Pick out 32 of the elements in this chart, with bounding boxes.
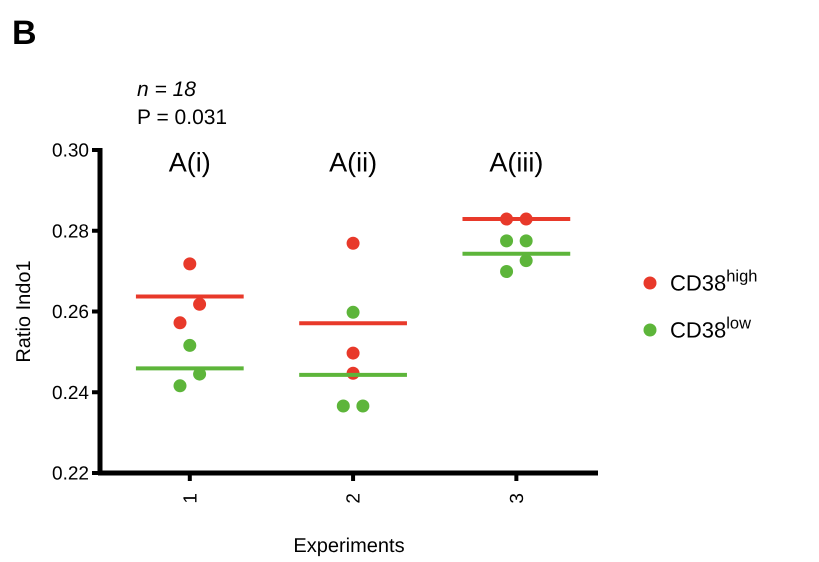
- point: [356, 399, 370, 412]
- x-tick-label: 2: [344, 493, 365, 504]
- y-tick-label: 0.22: [52, 464, 89, 485]
- x-axis-title: Experiments: [293, 535, 405, 557]
- point: [193, 298, 206, 311]
- text: n = 18: [137, 78, 196, 101]
- point: [520, 234, 533, 248]
- point: [336, 399, 350, 412]
- point: [346, 306, 360, 319]
- y-tick-label: 0.28: [52, 221, 89, 242]
- chart-title: B: [12, 14, 37, 52]
- point: [346, 346, 360, 360]
- x-tick-label: 1: [180, 493, 202, 504]
- point: [174, 379, 187, 392]
- annotation: A(ii): [329, 147, 378, 178]
- point: [183, 338, 196, 352]
- point: [183, 257, 196, 270]
- text: P = 0.031: [137, 106, 228, 129]
- y-tick-label: 0.24: [52, 382, 90, 404]
- annotation: A(iii): [489, 147, 544, 178]
- y-tick-label: 0.30: [52, 140, 89, 162]
- legend-label: CD38$^{high}$: [670, 268, 758, 296]
- point: [346, 236, 360, 250]
- legend-label: CD38$^{low}$: [670, 314, 752, 343]
- point: [520, 254, 533, 268]
- x-tick-label: 3: [507, 493, 528, 504]
- y-axis-title: Ratio Indo1: [13, 260, 35, 363]
- y-tick-label: 0.26: [52, 302, 89, 324]
- point: [500, 265, 514, 278]
- point: [174, 316, 187, 330]
- annotation: A(i): [168, 147, 211, 178]
- point: [500, 234, 514, 248]
